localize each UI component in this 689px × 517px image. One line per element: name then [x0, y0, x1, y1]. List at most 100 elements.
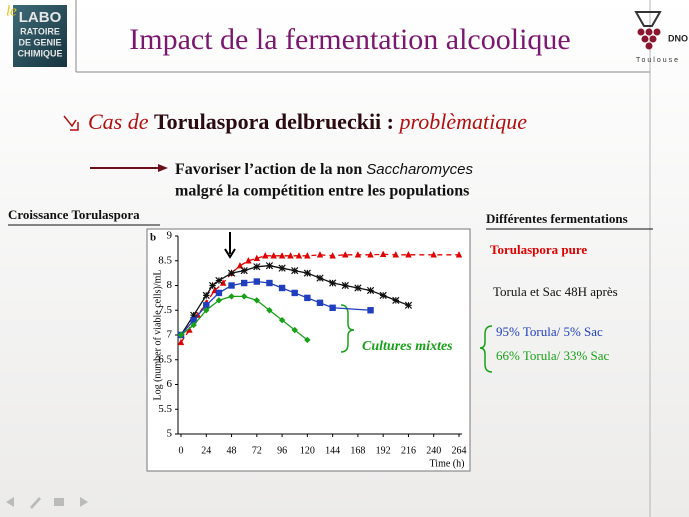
logo-line: LABO: [19, 9, 62, 26]
lab-logo: le LABO RATOIRE DE GENIE CHIMIQUE: [6, 3, 67, 67]
y-tick-label: 8: [167, 279, 173, 291]
marker: [215, 297, 223, 304]
marker: [266, 279, 273, 287]
marker: [203, 307, 210, 314]
marker: [295, 252, 303, 259]
marker: [215, 289, 223, 297]
y-tick-label: 6: [167, 378, 173, 390]
bullet-part: problèmatique: [394, 109, 527, 134]
marker: [287, 252, 294, 259]
marker: [228, 282, 235, 289]
marker: [177, 331, 185, 339]
nav-next[interactable]: [80, 497, 88, 507]
series-line: [180, 253, 459, 343]
y-tick-label: 8.5: [158, 254, 172, 266]
y-axis-label: Log (number of viable cells)/mL: [152, 269, 163, 400]
marker: [203, 302, 210, 309]
marker: [366, 286, 375, 295]
nav-menu[interactable]: [54, 498, 64, 506]
logo-box: [13, 5, 67, 67]
marker: [227, 269, 236, 277]
annotation: Cultures mixtes: [362, 339, 453, 354]
marker: [455, 251, 463, 258]
marker: [208, 281, 217, 290]
y-tick-label: 6.5: [158, 353, 172, 365]
marker: [278, 252, 286, 259]
marker: [430, 251, 437, 258]
bullet-part: Torulaspora delbrueckii :: [154, 109, 394, 134]
marker: [304, 336, 311, 344]
marker: [329, 304, 336, 311]
arrow-text: malgré la compétition entre les populati…: [175, 183, 469, 200]
arrow-text-part: Favoriser l’action de la non: [175, 161, 366, 178]
logo-line: RATOIRE: [20, 26, 60, 36]
marker: [278, 284, 286, 292]
nav-prev[interactable]: [6, 497, 14, 507]
marker: [240, 279, 248, 287]
y-tick-label: 7.5: [158, 304, 172, 316]
marker: [236, 262, 244, 269]
y-tick-label: 5: [167, 428, 173, 440]
marker: [253, 278, 261, 285]
marker: [228, 293, 235, 300]
legend-entry: 66% Torula/ 33% Sac: [496, 348, 610, 363]
x-tick-label: 24: [201, 445, 211, 456]
marker: [392, 296, 400, 304]
marker: [177, 338, 185, 346]
x-axis-label: Time (h): [430, 458, 465, 469]
marker: [266, 307, 273, 314]
marker: [215, 276, 223, 285]
logo-name: DNO: [668, 33, 688, 43]
marker: [379, 250, 387, 258]
logo-line: CHIMIQUE: [18, 48, 63, 58]
marker: [270, 252, 277, 259]
marker: [291, 267, 299, 275]
x-tick-label: 216: [401, 445, 416, 456]
marker: [404, 301, 413, 309]
marker: [253, 263, 261, 271]
marker: [219, 279, 227, 286]
x-tick-label: 0: [179, 445, 184, 456]
marker: [190, 321, 197, 329]
marker: [329, 279, 337, 287]
y-tick-label: 9: [167, 230, 173, 242]
chart-title: Croissance Torulaspora: [8, 207, 140, 222]
marker: [304, 252, 311, 259]
nav-icons: [6, 497, 88, 509]
marker: [186, 326, 193, 333]
x-tick-label: 96: [277, 445, 287, 456]
arrow-head: [158, 164, 168, 172]
nav-pen[interactable]: [30, 497, 41, 509]
dno-logo: DNO Toulouse: [634, 11, 688, 64]
logo-line: DE GENIE: [18, 37, 61, 47]
marker: [303, 269, 311, 277]
marker: [354, 251, 362, 258]
marker: [316, 251, 324, 258]
x-tick-label: 48: [227, 445, 237, 456]
bullet-text: Cas de Torulaspora delbrueckii : problèm…: [88, 109, 527, 134]
marker: [392, 251, 400, 258]
legend-entry: Torula et Sac 48H après: [493, 284, 618, 299]
marker: [329, 252, 336, 259]
marker: [354, 284, 362, 292]
marker: [367, 307, 374, 314]
legend-entry: 95% Torula/ 5% Sac: [496, 324, 603, 339]
marker: [405, 251, 412, 258]
marker: [190, 316, 197, 324]
legend-entry: Torulaspora pure: [490, 242, 587, 257]
legend-bracket: [479, 325, 493, 373]
bullet-icon: [63, 115, 79, 131]
logo-prefix: le: [6, 3, 17, 19]
marker: [190, 311, 198, 319]
x-tick-label: 240: [426, 445, 441, 456]
x-tick-label: 168: [350, 445, 365, 456]
legend-title: Différentes fermentations: [486, 211, 628, 226]
marker: [304, 294, 311, 302]
x-tick-label: 72: [252, 445, 262, 456]
marker: [253, 254, 261, 261]
marker: [278, 264, 286, 272]
chart-frame: [146, 228, 471, 472]
panel-label: b: [150, 232, 156, 244]
arrow-text-part: Saccharomyces: [366, 161, 473, 178]
